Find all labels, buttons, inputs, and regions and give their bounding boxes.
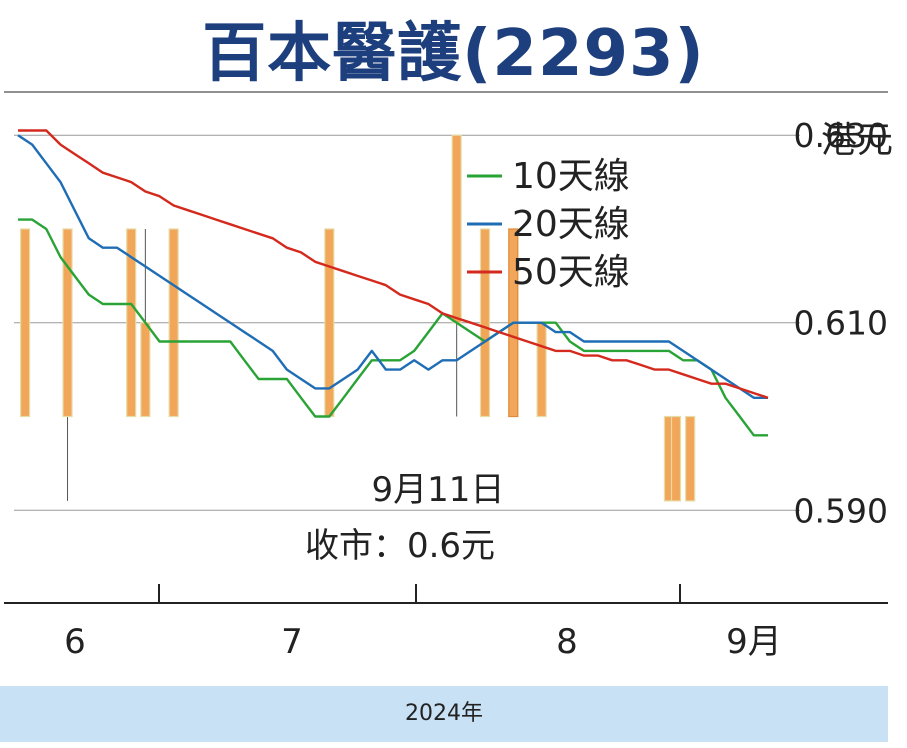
candle-body <box>670 415 682 502</box>
candle-body <box>479 228 491 418</box>
annotation-date: 9月11日 <box>372 470 505 510</box>
legend-label: 50天線 <box>512 252 630 293</box>
y-axis-unit-label: 港元 <box>821 120 893 161</box>
footer-year: 2024年 <box>0 686 888 742</box>
legend: 10天線 20天線 50天線 <box>467 156 630 293</box>
chart-frame <box>4 91 888 604</box>
x-tick-label: 6 <box>64 622 86 662</box>
y-axis: 0.590 0.610 0.630 <box>794 116 888 530</box>
candle-body <box>140 322 151 418</box>
chart-area: 0.590 0.610 0.630 6 7 8 9月 10天線 20天線 50天線 港元 9月… <box>4 91 893 662</box>
series-line <box>18 218 768 437</box>
legend-label: 20天線 <box>512 204 630 245</box>
candle-body <box>62 228 73 418</box>
series-line <box>18 129 769 399</box>
y-tick-label: 0.590 <box>794 491 888 530</box>
y-tick-label: 0.610 <box>794 304 888 343</box>
x-tick-label: 9月 <box>726 622 782 662</box>
chart-title: 百本醫護(2293) <box>202 17 705 91</box>
moving-average-lines <box>17 129 769 437</box>
legend-label: 10天線 <box>512 156 630 197</box>
x-axis: 6 7 8 9月 <box>64 584 782 662</box>
x-tick-label: 7 <box>281 622 303 662</box>
candle-body <box>126 228 137 418</box>
x-tick-label: 8 <box>556 622 578 662</box>
candle-body <box>19 228 31 418</box>
series-line <box>17 134 768 399</box>
candle-body <box>451 134 462 324</box>
candle-body <box>536 322 547 418</box>
candle-body <box>685 415 696 502</box>
candle-body <box>168 228 179 418</box>
annotation-close-price: 收市：0.6元 <box>305 526 495 566</box>
y-tick-label: 0.630 <box>794 116 888 155</box>
